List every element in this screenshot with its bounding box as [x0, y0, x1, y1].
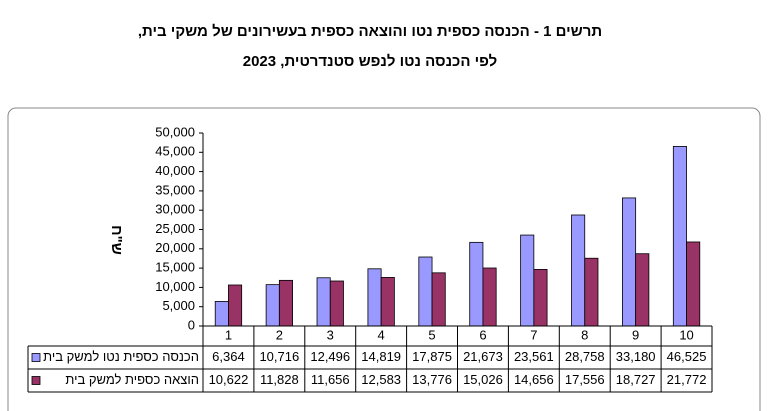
bar — [228, 284, 243, 327]
y-tick-label: 0 — [188, 317, 195, 332]
bar — [622, 197, 637, 327]
bar — [214, 301, 229, 327]
bar — [367, 268, 382, 327]
x-tick-label: 2 — [276, 327, 283, 342]
chart-title: תרשים 1 - הכנסה כספית נטו והוצאה כספית ב… — [138, 23, 602, 40]
table-cell: 14,656 — [514, 372, 554, 387]
legend-label: הוצאה כספית למשק בית — [65, 372, 199, 387]
table-cell: 15,026 — [463, 372, 503, 387]
table-cell: 12,496 — [310, 349, 350, 364]
x-tick-label: 1 — [225, 327, 232, 342]
table-cell: 6,364 — [212, 349, 245, 364]
table-cell: 10,716 — [259, 349, 299, 364]
table-cell: 46,525 — [667, 349, 707, 364]
legend-key — [31, 353, 41, 362]
bar — [533, 269, 548, 327]
table-cell: 28,758 — [565, 349, 605, 364]
bar — [686, 241, 701, 327]
bar — [418, 256, 433, 327]
y-tick-label: 10,000 — [155, 279, 195, 294]
bar — [482, 267, 497, 327]
table-cell: 17,875 — [412, 349, 452, 364]
bar — [380, 277, 395, 327]
bar — [571, 214, 586, 327]
bar — [278, 279, 293, 327]
table-cell: 21,673 — [463, 349, 503, 364]
y-tick-label: 30,000 — [155, 202, 195, 217]
y-tick-label: 45,000 — [155, 144, 195, 159]
y-tick-label: 25,000 — [155, 221, 195, 236]
y-tick-label: 50,000 — [155, 124, 195, 139]
bar — [520, 234, 535, 327]
x-tick-label: 8 — [581, 327, 588, 342]
bar — [265, 284, 280, 327]
x-tick-label: 4 — [378, 327, 385, 342]
table-cell: 23,561 — [514, 349, 554, 364]
y-axis-label: ש"ח — [108, 225, 125, 255]
x-tick-label: 6 — [479, 327, 486, 342]
x-tick-label: 9 — [632, 327, 639, 342]
bar — [329, 280, 344, 327]
table-cell: 10,622 — [209, 372, 249, 387]
table-cell: 13,776 — [412, 372, 452, 387]
table-cell: 12,583 — [361, 372, 401, 387]
bar — [672, 146, 687, 327]
chart-subtitle: לפי הכנסה נטו לנפש סטנדרטית, 2023 — [243, 53, 498, 70]
legend-label: הכנסה כספית נטו למשק בית — [43, 349, 199, 364]
legend-key — [31, 376, 41, 385]
table-cell: 11,656 — [311, 372, 350, 387]
y-tick-label: 20,000 — [155, 240, 195, 255]
x-tick-label: 5 — [428, 327, 435, 342]
bar — [469, 241, 484, 327]
y-tick-label: 40,000 — [155, 163, 195, 178]
table-cell: 14,819 — [361, 349, 401, 364]
y-tick-label: 15,000 — [155, 260, 195, 275]
table-cell: 21,772 — [667, 372, 707, 387]
x-tick-label: 10 — [679, 327, 693, 342]
table-cell: 33,180 — [616, 349, 656, 364]
bar — [635, 253, 650, 327]
bar — [584, 257, 599, 327]
chart-frame — [7, 107, 761, 411]
y-tick-label: 5,000 — [162, 298, 195, 313]
table-cell: 18,727 — [616, 372, 656, 387]
x-tick-label: 7 — [530, 327, 537, 342]
x-tick-label: 3 — [327, 327, 334, 342]
bar — [431, 272, 446, 327]
y-tick-label: 35,000 — [155, 182, 195, 197]
table-cell: 17,556 — [565, 372, 605, 387]
table-cell: 11,828 — [260, 372, 299, 387]
bar — [316, 277, 331, 327]
